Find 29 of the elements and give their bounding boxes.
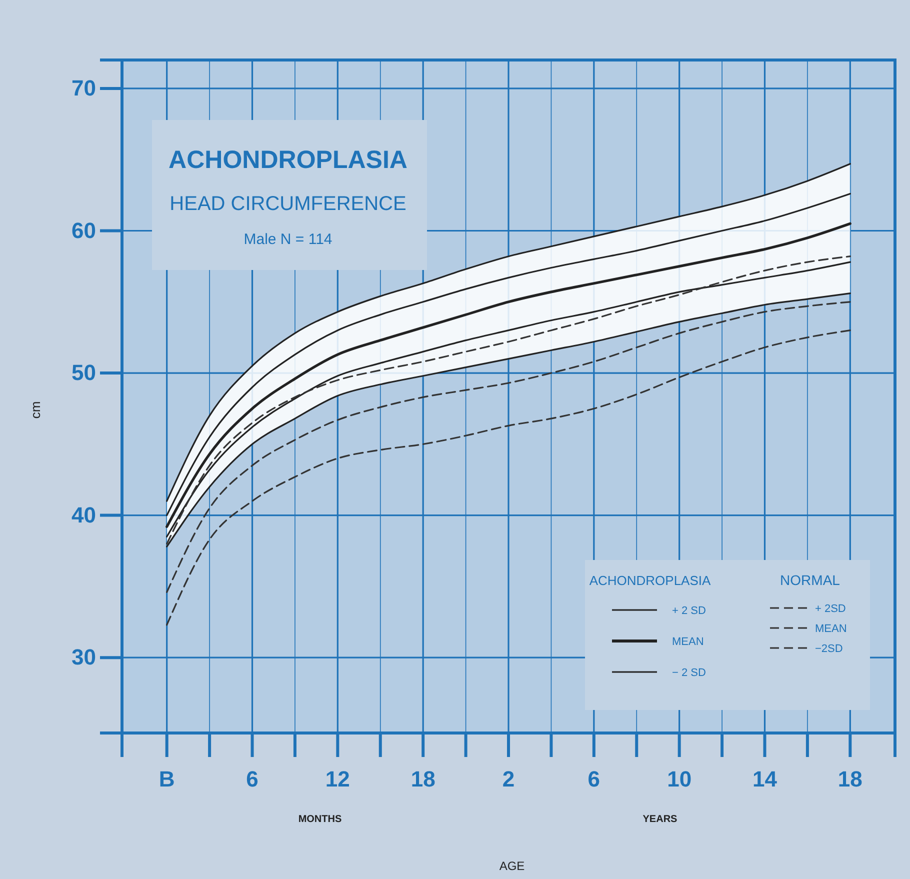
text: HEAD CIRCUMFERENCE (170, 193, 406, 215)
x-tick-label: 10 (667, 766, 692, 792)
x-tick-label: 2 (502, 766, 515, 792)
text: ACHONDROPLASIA (168, 146, 408, 174)
x-tick-label: 12 (325, 766, 350, 792)
y-tick-label: 60 (72, 218, 96, 243)
y-axis-title: cm (28, 401, 43, 419)
x-tick-label: 18 (838, 766, 862, 792)
x-tick-label: B (158, 766, 175, 792)
text: YEARS (642, 814, 678, 825)
legend-label: − 2 SD (672, 667, 706, 679)
legend-label: + 2 SD (672, 605, 706, 617)
legend-label: MEAN (672, 636, 704, 648)
y-tick-label: 30 (72, 644, 96, 670)
x-tick-label: 18 (410, 766, 436, 792)
y-tick-label: 70 (72, 75, 96, 100)
annotation: Male N = 114 (244, 231, 332, 248)
text: MONTHS (298, 814, 342, 825)
legend-label: −2SD (815, 643, 843, 655)
legend-label: + 2SD (815, 603, 846, 615)
text: AGE (499, 859, 525, 873)
annotation: NORMAL (780, 572, 840, 588)
y-tick-label: 40 (72, 502, 96, 528)
x-tick-label: 14 (752, 766, 778, 792)
y-tick-label: 50 (72, 360, 96, 386)
x-tick-label: 6 (246, 766, 258, 792)
x-tick-label: 6 (588, 766, 600, 792)
annotation: ACHONDROPLASIA (589, 573, 711, 588)
legend-label: MEAN (815, 623, 847, 635)
